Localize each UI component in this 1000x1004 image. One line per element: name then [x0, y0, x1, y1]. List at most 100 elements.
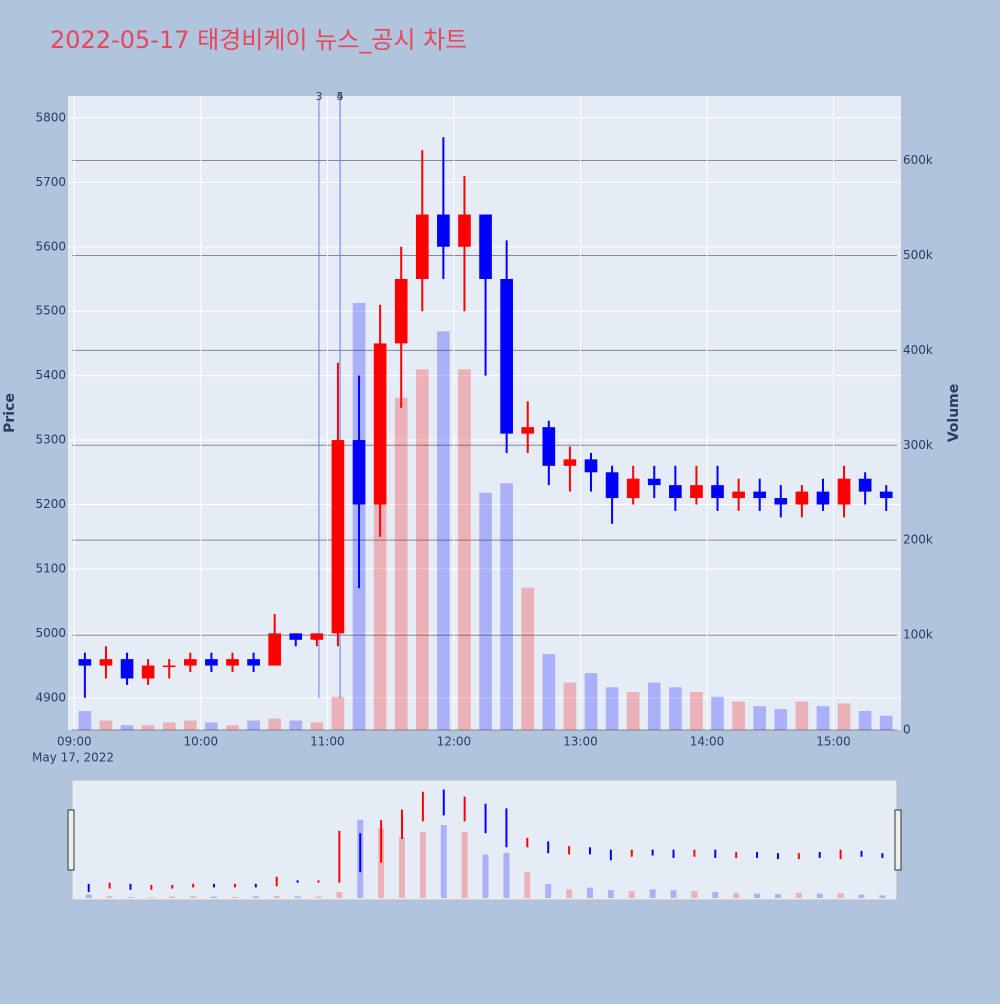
candle-body [373, 343, 387, 505]
slider-volume-bar [712, 891, 719, 898]
candle-body [753, 491, 767, 499]
volume-bar [78, 711, 92, 730]
candle-body [394, 278, 408, 344]
range-handle[interactable] [894, 809, 902, 871]
x-date-label: May 17, 2022 [32, 751, 114, 765]
slider-volume-bar [837, 893, 844, 898]
volume-bar [479, 492, 492, 730]
slider-volume-bar [252, 896, 259, 898]
candle-body [732, 491, 745, 499]
candle-body [879, 491, 893, 499]
slider-volume-bar [169, 896, 176, 898]
slider-volume-bar [315, 896, 322, 898]
x-tick-label: 09:00 [57, 735, 92, 749]
candle-body [816, 491, 830, 505]
candle-body [584, 459, 598, 473]
x-tick-label: 14:00 [690, 735, 725, 749]
slider-volume-bar [754, 893, 761, 898]
y-tick-label: 5800 [35, 110, 66, 124]
slider-volume-bar [628, 891, 635, 898]
slider-volume-bar [607, 890, 614, 898]
y2-tick-label: 100k [903, 628, 933, 642]
candle-body [247, 659, 260, 666]
candle-body [162, 665, 176, 668]
volume-bar [247, 720, 260, 730]
slider-volume-bar [106, 896, 113, 898]
volume-bar [120, 725, 134, 730]
y-tick-label: 4900 [35, 690, 66, 704]
volume-bar [669, 687, 682, 730]
news-label: 3 [315, 90, 322, 103]
volume-bar [563, 682, 577, 730]
candle-body [352, 440, 366, 505]
y-tick-label: 5400 [35, 368, 66, 382]
slider-volume-bar [336, 891, 343, 898]
candle-body [141, 665, 155, 679]
slider-volume-bar [566, 889, 573, 898]
candle-body [858, 478, 872, 492]
y-axis-title: Price [2, 393, 18, 433]
volume-bar [205, 722, 218, 730]
slider-volume-bar [211, 896, 218, 898]
volume-bar [99, 720, 113, 730]
volume-bar [626, 692, 640, 730]
volume-bar [226, 725, 239, 730]
slider-volume-bar [148, 897, 155, 898]
volume-bar [753, 706, 767, 730]
candle-body [437, 214, 450, 247]
y2-tick-label: 200k [903, 533, 933, 547]
volume-bar [394, 397, 408, 730]
volume-bar [584, 673, 598, 730]
slider-volume-bar [294, 896, 301, 898]
x-tick-label: 10:00 [184, 735, 219, 749]
volume-bar [183, 720, 197, 730]
slider-volume-bar [419, 832, 426, 898]
volume-bar [268, 718, 281, 730]
slider-volume-bar [524, 871, 531, 898]
volume-bar [774, 709, 788, 730]
slider-volume-bar [649, 889, 656, 898]
range-slider[interactable] [71, 779, 898, 901]
candle-body [669, 485, 682, 499]
plot-area [68, 96, 901, 730]
range-handle[interactable] [67, 809, 75, 871]
volume-bar [837, 703, 851, 730]
volume-bar [732, 701, 745, 730]
candle-body [521, 427, 535, 434]
volume-bar [521, 587, 535, 730]
candle-body [78, 659, 92, 666]
volume-bar [879, 715, 893, 730]
y-tick-label: 5700 [35, 175, 66, 189]
slider-volume-bar [816, 893, 823, 898]
slider-volume-bar [545, 884, 552, 898]
slider-volume-bar [440, 825, 447, 898]
candle-body [205, 659, 218, 666]
y-tick-label: 5200 [35, 497, 66, 511]
volume-bar [331, 696, 345, 730]
slider-volume-bar [85, 894, 92, 898]
volume-bar [542, 654, 556, 730]
y2-axis-title: Volume [946, 384, 962, 443]
candle-body [415, 214, 429, 279]
candle-body [795, 491, 809, 505]
volume-bar [415, 369, 429, 730]
volume-bar [500, 483, 513, 730]
volume-bar [816, 706, 830, 730]
y-tick-label: 5100 [35, 561, 66, 575]
chart-title: 2022-05-17 태경비케이 뉴스_공시 차트 [50, 26, 467, 54]
slider-volume-bar [378, 828, 385, 898]
volume-bar [141, 725, 155, 730]
slider-volume-bar [231, 897, 238, 898]
slider-volume-bar [586, 887, 593, 898]
y2-tick-label: 600k [903, 153, 933, 167]
volume-bar [795, 701, 809, 730]
volume-bar [605, 687, 619, 730]
slider-volume-bar [733, 892, 740, 898]
y-tick-label: 5600 [35, 239, 66, 253]
slider-volume-bar [879, 895, 886, 898]
candle-body [690, 485, 703, 499]
x-tick-label: 13:00 [563, 735, 598, 749]
candle-body [837, 478, 851, 505]
slider-volume-bar [273, 895, 280, 898]
